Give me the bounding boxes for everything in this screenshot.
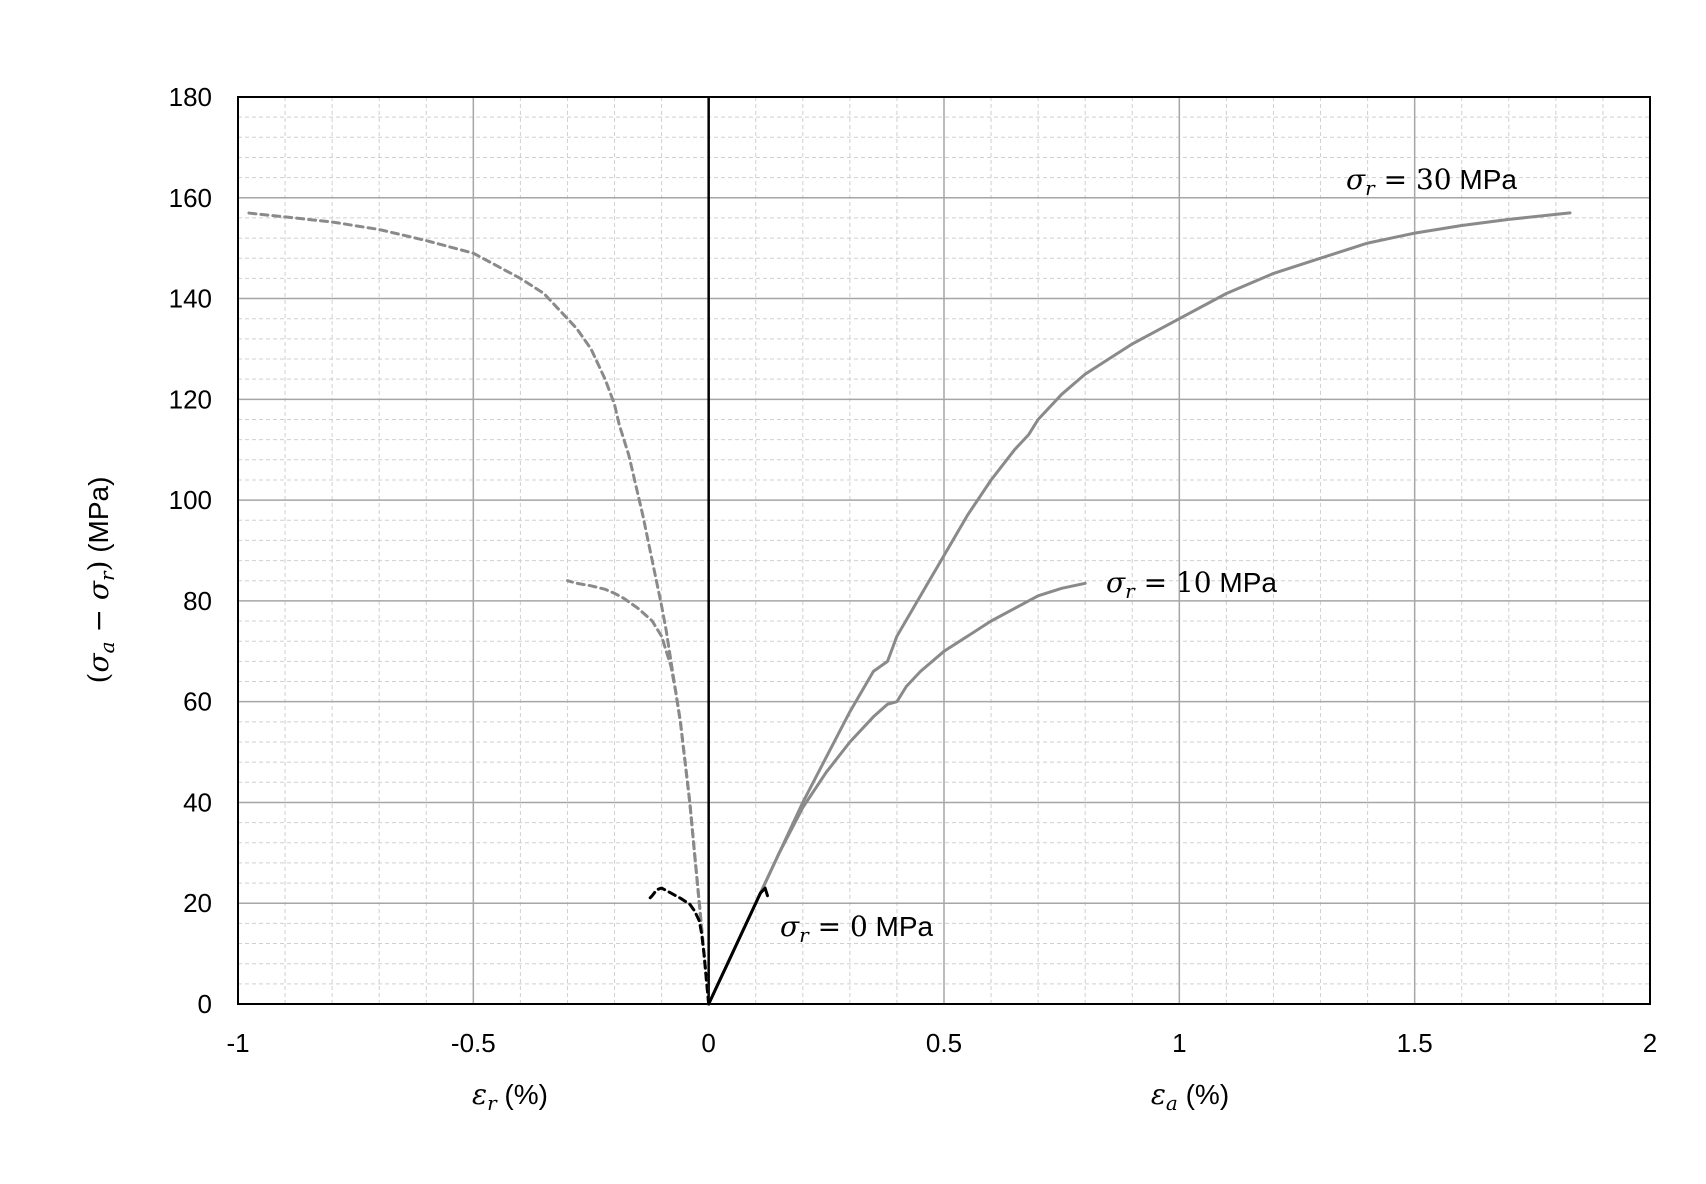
y-tick-label: 100 xyxy=(169,485,212,515)
label-sigma-r-0: σr = 0 MPa xyxy=(780,910,934,947)
x-tick-label: 1.5 xyxy=(1397,1028,1433,1058)
y-tick-label: 60 xyxy=(183,687,212,717)
y-tick-label: 140 xyxy=(169,284,212,314)
y-tick-label: 0 xyxy=(198,989,212,1019)
series-line-axial-10 xyxy=(707,581,1087,1006)
y-tick-label: 40 xyxy=(183,787,212,817)
y-tick-label: 160 xyxy=(169,183,212,213)
x-axis-label-radial: εr (%) xyxy=(472,1078,548,1115)
major-gridlines xyxy=(237,96,1651,1005)
x-tick-label: 0 xyxy=(701,1028,715,1058)
y-tick-label: 20 xyxy=(183,888,212,918)
x-tick-labels: -1 -0.5 0 0.5 1 1.5 2 xyxy=(226,1028,1657,1058)
x-tick-label: -1 xyxy=(226,1028,249,1058)
series-layer xyxy=(245,211,1572,1006)
x-tick-label: 0.5 xyxy=(926,1028,962,1058)
y-tick-labels: 0 20 40 60 80 100 120 140 160 180 xyxy=(169,82,212,1019)
y-axis-label: (σa − σr) (MPa) xyxy=(82,477,119,684)
label-sigma-r-30: σr = 30 MPa xyxy=(1346,163,1517,200)
x-tick-label: 2 xyxy=(1643,1028,1657,1058)
series-line-axial-30 xyxy=(707,211,1572,1006)
y-tick-label: 120 xyxy=(169,384,212,414)
y-tick-label: 80 xyxy=(183,586,212,616)
plot-frame xyxy=(237,96,1651,1005)
y-tick-label: 180 xyxy=(169,82,212,112)
series-line-radial-0 xyxy=(648,886,711,1006)
x-axis-label-axial: εa (%) xyxy=(1151,1078,1229,1115)
x-tick-label: -0.5 xyxy=(451,1028,496,1058)
series-line-radial-10 xyxy=(566,579,711,1006)
series-line-axial-0 xyxy=(707,886,769,1006)
label-sigma-r-10: σr = 10 MPa xyxy=(1106,566,1277,603)
x-tick-label: 1 xyxy=(1172,1028,1186,1058)
